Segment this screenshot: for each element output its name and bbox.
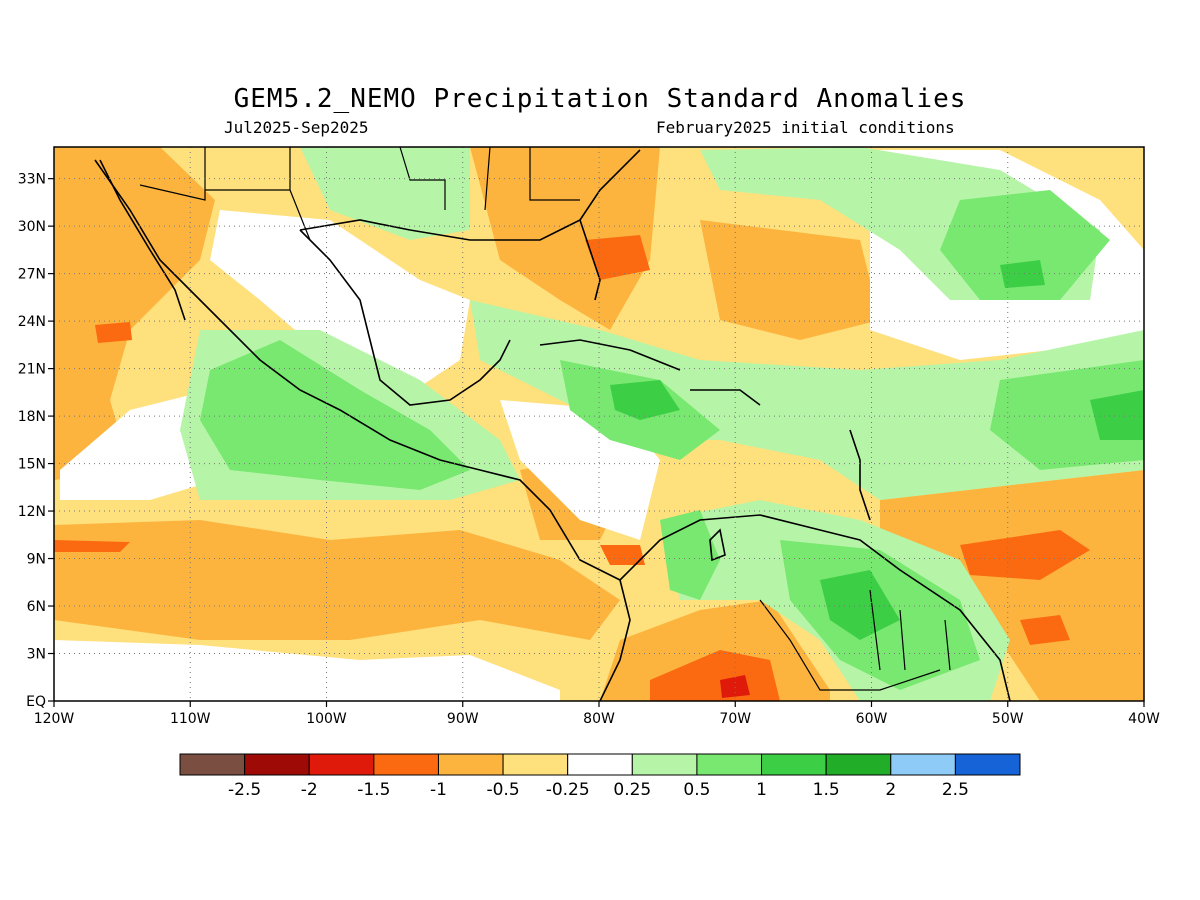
wet-strong-northeast-atlantic xyxy=(1000,260,1045,288)
colorbar-swatch xyxy=(437,753,504,776)
colorbar-swatch xyxy=(890,753,956,776)
colorbar-swatch xyxy=(502,753,569,776)
colorbar-swatch xyxy=(954,753,1021,776)
colorbar-label: -2.5 xyxy=(228,780,261,800)
coastline-florida xyxy=(579,219,601,301)
map-title: GEM5.2_NEMO Precipitation Standard Anoma… xyxy=(233,84,967,114)
colorbar-swatch xyxy=(373,753,439,776)
lat-tick-label: 18N xyxy=(18,409,46,425)
dry-extreme-venezuela xyxy=(720,675,750,698)
lat-tick-label: 30N xyxy=(18,219,46,235)
colorbar-swatch xyxy=(631,753,698,776)
gridlines xyxy=(54,147,1144,701)
dry-east-pacific-band xyxy=(54,520,620,640)
coastline-baja xyxy=(99,159,186,321)
dry-atlantic-east xyxy=(880,470,1144,701)
wet-weak-caribbean-atlantic xyxy=(470,300,1144,500)
anomaly-field xyxy=(54,147,1144,701)
lat-tick-label: EQ xyxy=(26,694,46,710)
neutral-equatorial-pacific xyxy=(54,640,560,701)
colorbar-label: -1.5 xyxy=(357,780,390,800)
colorbar-label: -0.5 xyxy=(486,780,519,800)
dry-strong-atlantic-south xyxy=(1020,615,1070,645)
wet-moderate-northeast-atlantic xyxy=(940,190,1110,300)
lat-tick-label: 12N xyxy=(18,504,46,520)
lon-tick-label: 100W xyxy=(306,711,347,727)
wet-strong-atlantic xyxy=(1090,390,1144,440)
border-venezuela-brazil xyxy=(759,599,941,691)
lat-tick-label: 27N xyxy=(18,267,46,283)
colorbar-label: 1 xyxy=(756,780,767,800)
lon-tick-label: 120W xyxy=(34,711,75,727)
lat-tick-label: 6N xyxy=(27,599,46,615)
lat-tick-label: 24N xyxy=(18,314,46,330)
forecast-period: Jul2025-Sep2025 xyxy=(224,118,369,137)
neutral-gulf xyxy=(210,210,470,400)
lon-tick-label: 50W xyxy=(992,711,1024,727)
colorbar-label: 0.25 xyxy=(613,780,651,800)
lon-tick-label: 40W xyxy=(1128,711,1160,727)
colorbar-swatch xyxy=(696,753,763,776)
wet-weak-us-interior xyxy=(300,147,470,240)
colorbar-swatch xyxy=(308,753,375,776)
colorbar: -2.5 -2 -1.5 -1 -0.5 -0.25 0.25 0.5 1 1.5 2 2.5 xyxy=(179,753,1021,800)
colorbar-swatch xyxy=(567,753,633,776)
coastline-south-america-north xyxy=(619,514,1011,701)
coastline-mexico-pacific xyxy=(94,159,621,581)
dry-strong-pacific xyxy=(95,322,132,343)
lon-tick-label: 80W xyxy=(583,711,615,727)
borders xyxy=(139,146,951,691)
lat-tick-label: 9N xyxy=(27,552,46,568)
coastline-south-america-pacific xyxy=(599,579,631,701)
colorbar-label: 2 xyxy=(885,780,896,800)
lat-tick-label: 3N xyxy=(27,647,46,663)
border-guianas xyxy=(869,589,951,671)
wet-strong-south-america xyxy=(820,570,900,640)
lon-tick-label: 90W xyxy=(447,711,479,727)
colorbar-label: 2.5 xyxy=(942,780,969,800)
colorbar-label: 1.5 xyxy=(813,780,840,800)
colorbar-label: -0.25 xyxy=(546,780,590,800)
colorbar-swatch xyxy=(761,753,827,776)
dry-strong-atlantic xyxy=(960,530,1090,580)
dry-strong-panama xyxy=(600,545,645,565)
dry-southeast-us xyxy=(470,147,660,330)
lon-tick-label: 110W xyxy=(170,711,211,727)
colorbar-swatch xyxy=(179,753,246,776)
lon-tick-label: 70W xyxy=(719,711,751,727)
lon-tick-label: 60W xyxy=(856,711,888,727)
dry-strong-florida xyxy=(585,235,650,280)
colorbar-swatch xyxy=(825,753,892,776)
coastline-lesser-antilles xyxy=(849,429,871,521)
coastline-us-gulf xyxy=(299,219,581,241)
initial-conditions: February2025 initial conditions xyxy=(656,118,955,137)
lat-tick-label: 15N xyxy=(18,457,46,473)
colorbar-label: -2 xyxy=(301,780,318,800)
lat-tick-label: 21N xyxy=(18,362,46,378)
colorbar-swatch xyxy=(244,753,310,776)
wet-moderate-atlantic xyxy=(990,360,1144,470)
coastline-gulf xyxy=(299,229,511,406)
axis-ticks: 120W 110W 100W 90W 80W 70W 60W 50W 40W EQ 3N 6N 9N 12… xyxy=(18,172,1160,727)
lat-tick-label: 33N xyxy=(18,172,46,188)
wet-strong-jamaica xyxy=(610,380,680,420)
dry-strong-east-pacific xyxy=(54,540,130,552)
coastline-us-east xyxy=(579,149,641,221)
dry-atlantic-subtropics xyxy=(700,220,880,340)
colorbar-label: -1 xyxy=(430,780,447,800)
border-us-states xyxy=(399,146,580,211)
colorbar-label: 0.5 xyxy=(683,780,710,800)
coastline-lake-maracaibo xyxy=(709,528,726,562)
coastline-hispaniola xyxy=(690,389,761,406)
dry-pacific-west xyxy=(54,147,215,480)
coastline-cuba xyxy=(539,339,681,371)
coastlines xyxy=(94,149,1011,701)
wet-moderate-mexico xyxy=(200,340,470,490)
border-us-mexico xyxy=(139,147,311,241)
